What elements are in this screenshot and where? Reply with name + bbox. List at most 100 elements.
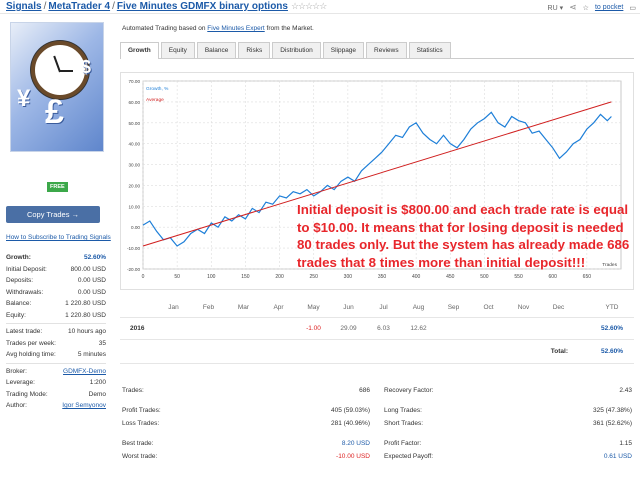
share-icon[interactable]: ⋖ bbox=[569, 2, 577, 12]
breadcrumb-separator: / bbox=[112, 1, 115, 12]
month-header: May bbox=[307, 304, 320, 311]
statistics-right: Recovery Factor: 2.43 Long Trades: 325 (47.… bbox=[384, 384, 632, 463]
left-stat-value: 281 (40.96%) bbox=[330, 419, 370, 427]
to-pocket-link[interactable]: to pocket bbox=[594, 4, 624, 11]
left-stat-row: Trades: 686 bbox=[122, 384, 370, 397]
tab-slippage[interactable]: Slippage bbox=[322, 42, 365, 58]
yen-icon: ¥ bbox=[17, 85, 31, 112]
ytd-value: 52.60% bbox=[600, 325, 624, 332]
y-tick-label: 50.00 bbox=[129, 121, 141, 126]
month-header: Jul bbox=[379, 304, 388, 311]
month-header: Aug bbox=[412, 304, 425, 311]
breadcrumb-separator: / bbox=[43, 1, 47, 12]
tab-equity[interactable]: Equity bbox=[160, 42, 195, 58]
y-tick-label: -20.00 bbox=[127, 267, 140, 272]
tab-balance[interactable]: Balance bbox=[196, 42, 237, 58]
dollar-icon: $ bbox=[81, 57, 92, 77]
account-stat-value: Demo bbox=[88, 390, 106, 398]
language-select[interactable]: RU ▾ bbox=[547, 4, 564, 12]
summary-stat-label: Equity: bbox=[6, 311, 26, 319]
legend-entry-average: Average bbox=[146, 97, 164, 103]
summary-stat-label: Withdrawals: bbox=[6, 288, 44, 296]
summary-stat-label: Balance: bbox=[6, 300, 32, 308]
growth-chart-svg: -20.00 -10.00 0.00 10.00 20.00 30.00 40.00 50.0… bbox=[127, 79, 622, 280]
tab-distribution[interactable]: Distribution bbox=[272, 42, 321, 58]
month-header: Dec bbox=[552, 304, 565, 311]
left-stat-row: Worst trade: -10.00 USD bbox=[122, 450, 370, 463]
total-value: 52.60% bbox=[600, 348, 624, 355]
series-line-average bbox=[142, 101, 612, 247]
statistics-left: Trades: 686 Profit Trades: 405 (59.03%) Loss… bbox=[122, 384, 370, 463]
right-stat-value: 325 (47.38%) bbox=[592, 407, 632, 415]
x-tick-label: 450 bbox=[446, 274, 455, 280]
x-tick-label: 600 bbox=[549, 274, 558, 280]
tab-risks[interactable]: Risks bbox=[238, 42, 271, 58]
header-tools: RU ▾ ⋖ ☆ to pocket ▭ bbox=[548, 2, 636, 13]
x-tick-label: 200 bbox=[275, 274, 284, 280]
breadcrumb-signal-name[interactable]: Five Minutes GDMFX binary options bbox=[116, 1, 288, 12]
copy-trades-button[interactable]: Copy Trades → bbox=[6, 206, 100, 223]
rating-stars[interactable]: ☆☆☆☆☆ bbox=[290, 1, 327, 11]
legend-entry-growth: Growth, % bbox=[146, 86, 169, 92]
right-stat-label: Expected Payoff: bbox=[384, 452, 434, 460]
activity-stat-value: 10 hours ago bbox=[68, 328, 106, 336]
activity-stat-label: Avg holding time: bbox=[6, 351, 56, 359]
print-icon[interactable]: ▭ bbox=[629, 4, 636, 12]
account-stat-row: Trading Mode: Demo bbox=[6, 389, 106, 401]
left-stat-label: Worst trade: bbox=[122, 452, 158, 460]
left-stat-row: Loss Trades: 281 (40.96%) bbox=[122, 417, 370, 430]
monthly-table: Jan Feb Mar Apr May Jun Jul Aug Sep Oct Nov Dec YTD … bbox=[120, 298, 634, 364]
account-stat-row: Broker: GDMFX-Demo bbox=[6, 366, 106, 378]
left-stat-label: Best trade: bbox=[122, 440, 154, 448]
activity-stat-row: Latest trade: 10 hours ago bbox=[6, 326, 106, 338]
y-tick-label: 30.00 bbox=[129, 163, 141, 168]
month-header: Apr bbox=[273, 304, 284, 311]
left-stat-value: 686 bbox=[359, 386, 370, 394]
month-header: Mar bbox=[237, 304, 250, 311]
ytd-header: YTD bbox=[605, 304, 619, 311]
account-stat-value: 1:200 bbox=[89, 379, 106, 387]
tab-reviews[interactable]: Reviews bbox=[366, 42, 407, 58]
month-header: Sep bbox=[447, 304, 460, 311]
month-header: Jun bbox=[343, 304, 354, 311]
right-stat-label: Short Trades: bbox=[384, 419, 424, 427]
summary-stat-value: 1 220.80 USD bbox=[65, 311, 106, 319]
right-stat-label: Long Trades: bbox=[384, 407, 422, 415]
intro-text: Automated Trading based on Five Minutes … bbox=[122, 25, 314, 32]
breadcrumb-signals[interactable]: Signals bbox=[6, 1, 42, 12]
breadcrumb: Signals / MetaTrader 4/Five Minutes GDMFX … bbox=[6, 1, 327, 12]
tab-growth[interactable]: Growth bbox=[120, 42, 159, 59]
summary-stat-value: 0.00 USD bbox=[77, 277, 106, 285]
y-tick-label: 40.00 bbox=[129, 142, 141, 147]
total-row: Total: 52.60% bbox=[120, 340, 634, 364]
expert-link[interactable]: Five Minutes Expert bbox=[207, 25, 265, 32]
free-badge: FREE bbox=[47, 182, 68, 192]
left-stat-value: 405 (59.03%) bbox=[330, 407, 370, 415]
account-stat-label: Author: bbox=[6, 402, 27, 410]
tab-statistics[interactable]: Statistics bbox=[408, 42, 451, 58]
account-stat-value[interactable]: GDMFX-Demo bbox=[63, 367, 106, 375]
x-tick-label: 100 bbox=[207, 274, 216, 280]
summary-stat-label: Deposits: bbox=[6, 277, 34, 285]
y-tick-label: 0.00 bbox=[131, 225, 140, 230]
month-header: Feb bbox=[202, 304, 215, 311]
activity-stat-row: Trades per week: 35 bbox=[6, 338, 106, 350]
breadcrumb-metatrader[interactable]: MetaTrader 4 bbox=[48, 1, 111, 12]
monthly-row: 2016 -1.00 29.09 6.03 12.62 52.60% bbox=[120, 318, 634, 340]
right-stat-row: Long Trades: 325 (47.38%) bbox=[384, 405, 632, 418]
stat-gap bbox=[122, 397, 370, 405]
y-tick-label: 20.00 bbox=[129, 183, 141, 188]
x-tick-label: 650 bbox=[583, 274, 592, 280]
account-stat-label: Leverage: bbox=[6, 379, 35, 387]
x-tick-label: 50 bbox=[174, 274, 180, 280]
x-tick-label: 500 bbox=[480, 274, 489, 280]
account-stat-label: Trading Mode: bbox=[6, 390, 48, 398]
tab-bar: Growth Equity Balance Risks Distribution Slip… bbox=[120, 42, 634, 59]
top-bar: Signals / MetaTrader 4/Five Minutes GDMFX … bbox=[0, 0, 640, 14]
left-stat-value: -10.00 USD bbox=[336, 452, 370, 460]
pocket-icon[interactable]: ☆ bbox=[582, 4, 589, 12]
stat-gap bbox=[384, 397, 632, 405]
account-stat-value[interactable]: Igor Semyonov bbox=[62, 402, 106, 410]
activity-stat-label: Trades per week: bbox=[6, 339, 56, 347]
how-to-subscribe-link[interactable]: How to Subscribe to Trading Signals bbox=[6, 234, 111, 241]
